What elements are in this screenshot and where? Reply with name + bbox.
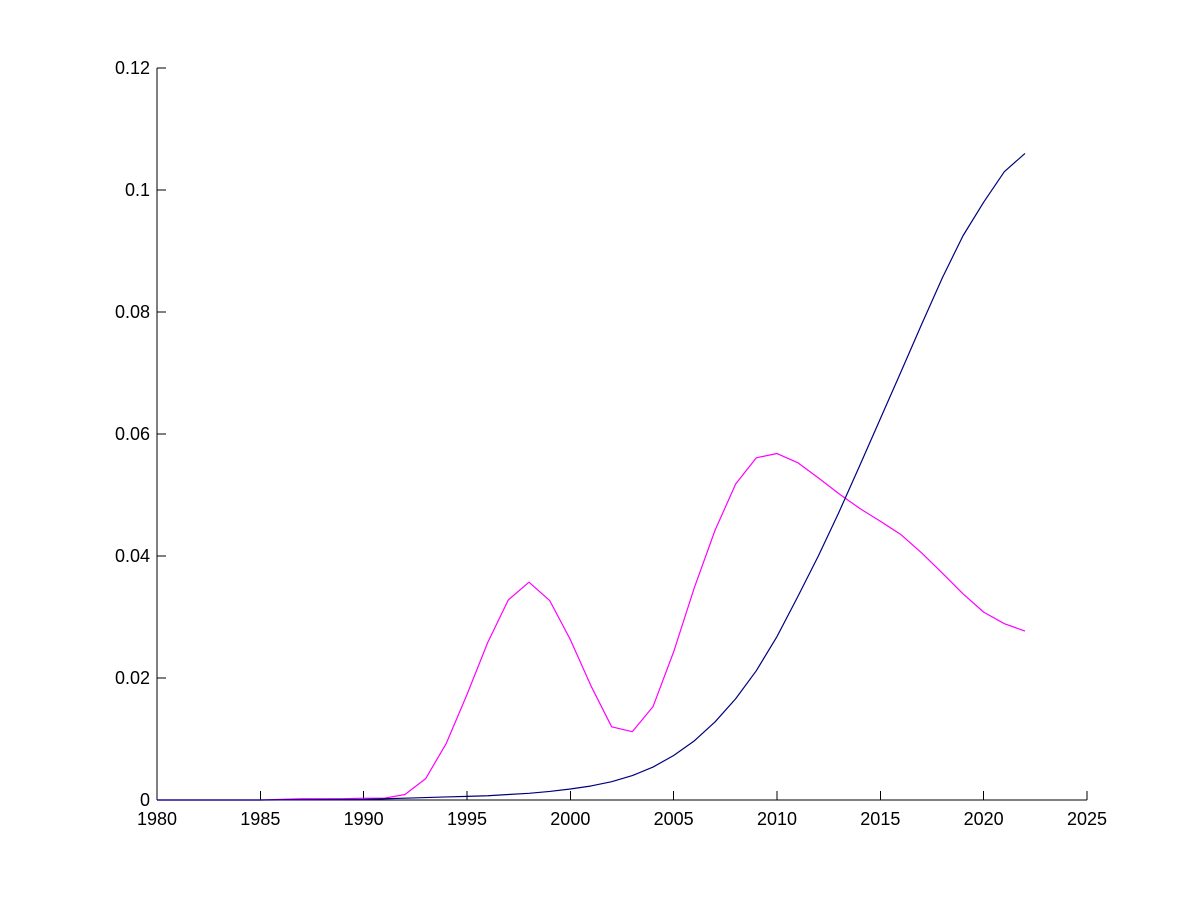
tick-labels: 1980 1985 1990 1995 2000 2005 2010 2015 2020 2025…	[115, 58, 1107, 829]
series-line-1	[157, 452, 1026, 801]
y-tick-label: 0.04	[115, 546, 150, 566]
axes	[156, 67, 1088, 801]
x-tick-label: 2020	[964, 809, 1004, 829]
x-tick-label: 1980	[137, 809, 177, 829]
y-tick-label: 0	[140, 790, 150, 810]
x-tick-label: 2000	[550, 809, 590, 829]
y-tick-label: 0.1	[125, 180, 150, 200]
y-tick-label: 0.06	[115, 424, 150, 444]
x-tick-label: 1990	[344, 809, 384, 829]
x-tick-label: 2010	[757, 809, 797, 829]
x-tick-label: 2025	[1067, 809, 1107, 829]
y-tick-label: 0.02	[115, 668, 150, 688]
series-line-2	[157, 152, 1026, 801]
y-tick-label: 0.08	[115, 302, 150, 322]
x-tick-label: 2015	[860, 809, 900, 829]
x-tick-label: 1995	[447, 809, 487, 829]
y-tick-label: 0.12	[115, 58, 150, 78]
x-tick-label: 2005	[654, 809, 694, 829]
series-lines	[157, 152, 1026, 801]
x-tick-label: 1985	[240, 809, 280, 829]
